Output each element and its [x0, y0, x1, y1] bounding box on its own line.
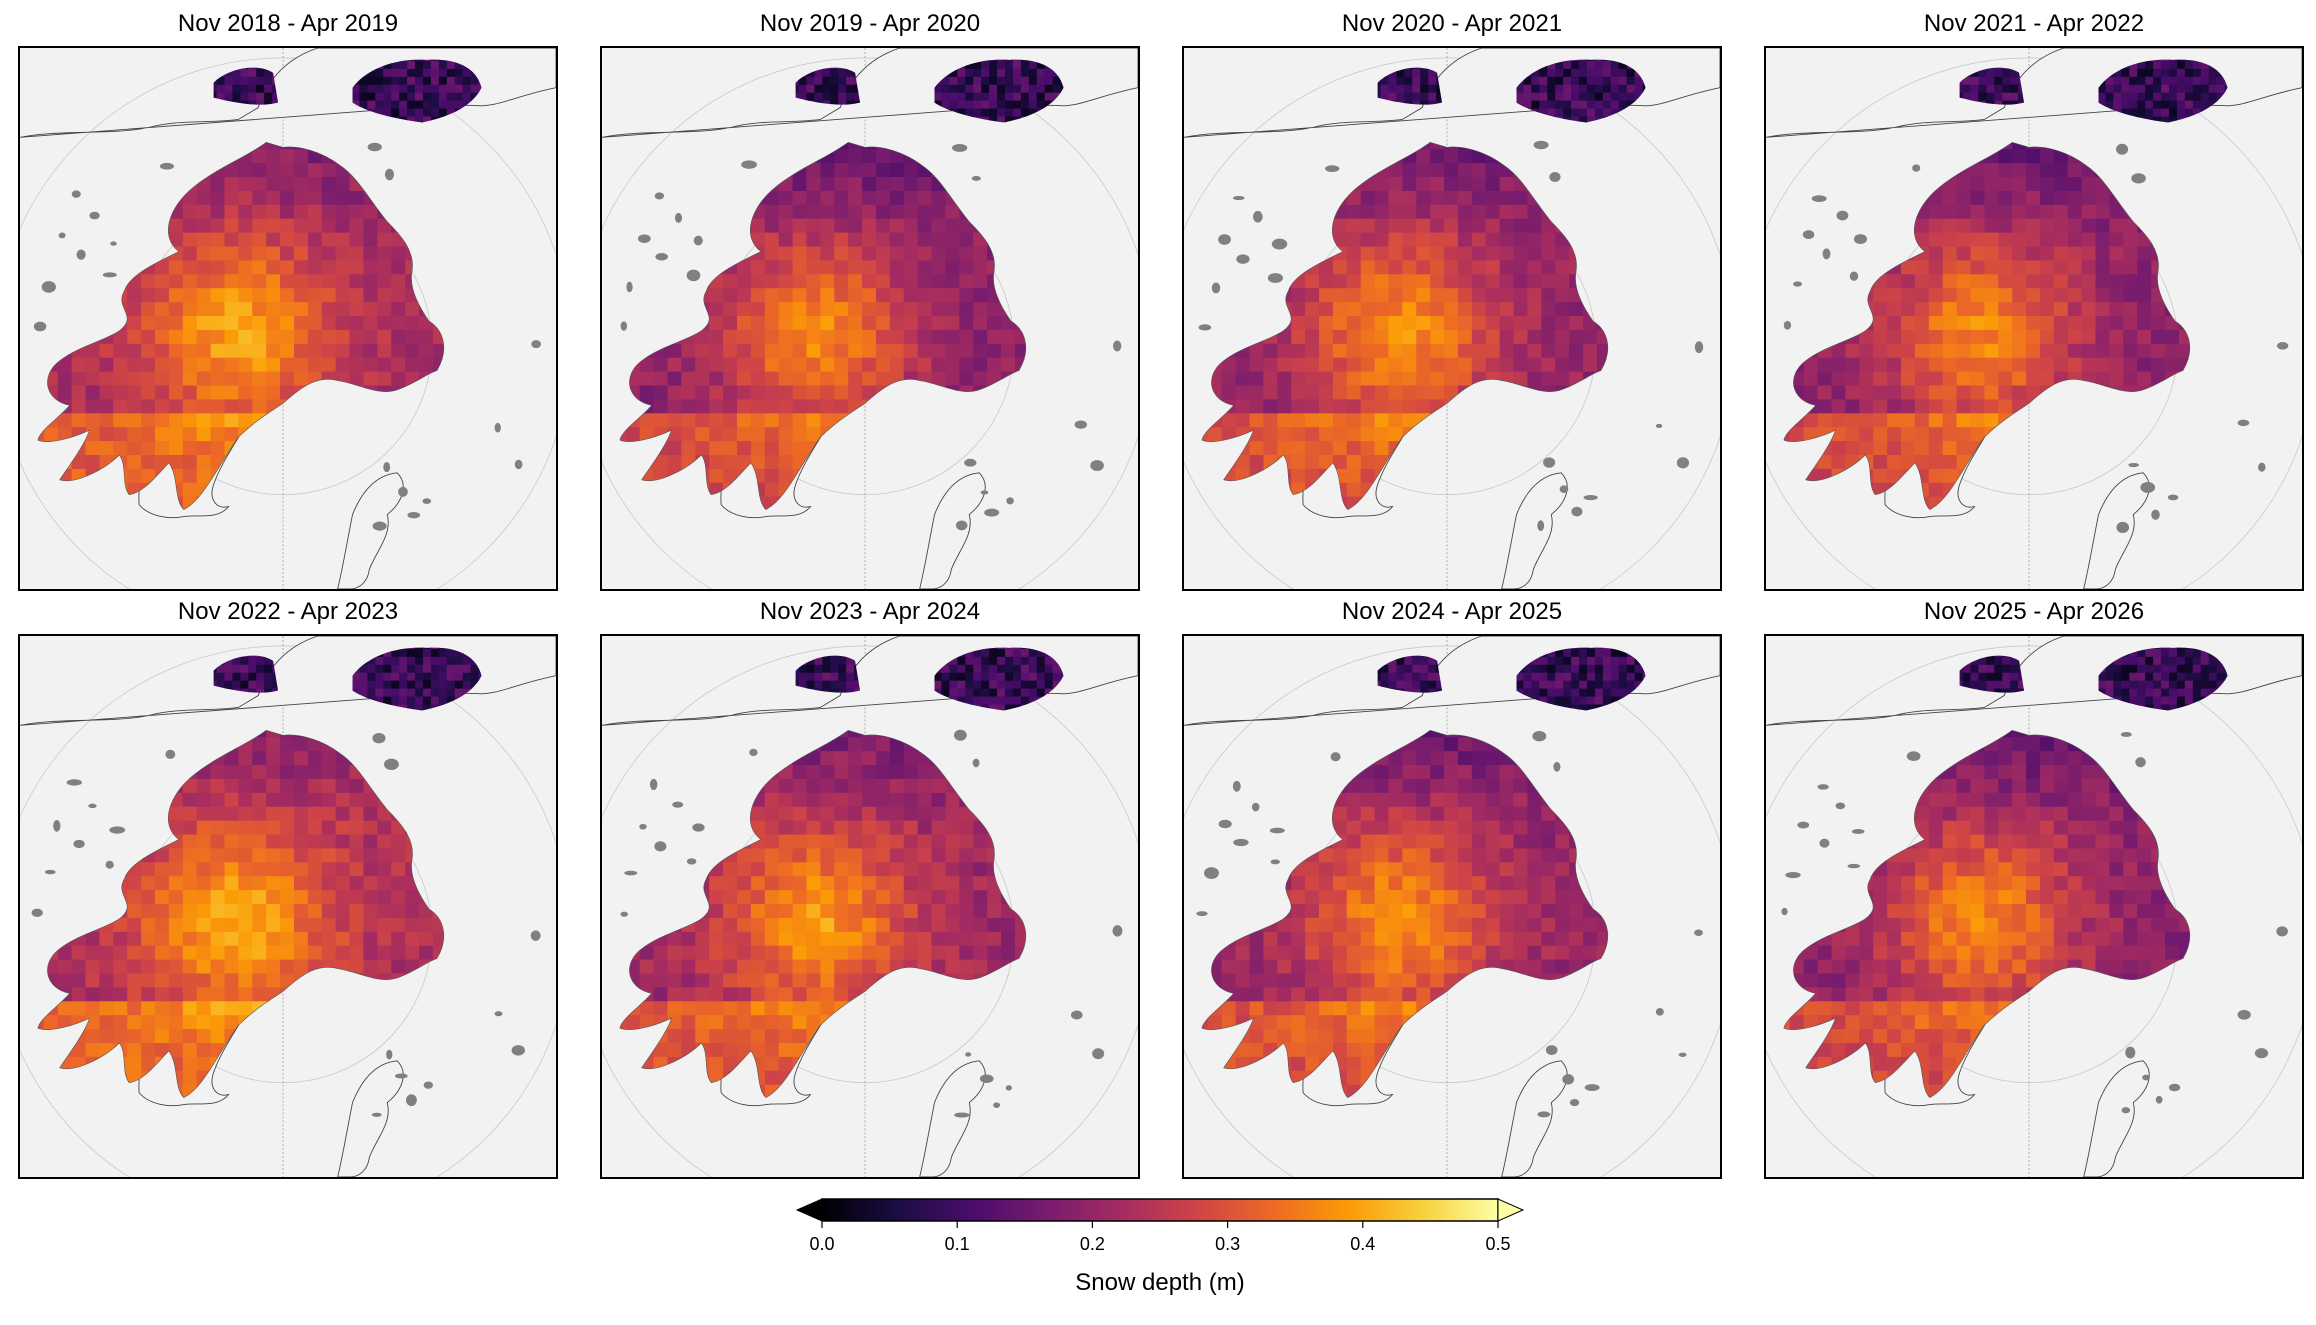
colorbar-tick-label: 0.3 [1215, 1234, 1240, 1254]
map-svg [20, 48, 556, 589]
map-panel: Nov 2024 - Apr 2025 [1182, 598, 1722, 1179]
map-frame [600, 634, 1140, 1179]
map-panel: Nov 2020 - Apr 2021 [1182, 10, 1722, 591]
panel-title: Nov 2019 - Apr 2020 [600, 10, 1140, 38]
map-svg [1184, 636, 1720, 1177]
map-frame [1182, 634, 1722, 1179]
map-svg [1766, 48, 2302, 589]
map-frame [1764, 634, 2304, 1179]
colorbar-label: Snow depth (m) [1075, 1269, 1244, 1296]
colorbar-gradient [822, 1199, 1498, 1221]
panel-title: Nov 2025 - Apr 2026 [1764, 598, 2304, 626]
colorbar-svg: 0.0 0.1 0.2 0.3 0.4 0.5 Snow depth (m) [795, 1190, 1525, 1320]
map-svg [20, 636, 556, 1177]
colorbar-extend-high [1498, 1199, 1523, 1221]
colorbar-tick-label: 0.5 [1485, 1234, 1510, 1254]
colorbar-tick-label: 0.1 [945, 1234, 970, 1254]
panel-title: Nov 2018 - Apr 2019 [18, 10, 558, 38]
colorbar-tick-label: 0.4 [1350, 1234, 1375, 1254]
map-svg [1184, 48, 1720, 589]
map-panel: Nov 2022 - Apr 2023 [18, 598, 558, 1179]
panel-title: Nov 2022 - Apr 2023 [18, 598, 558, 626]
map-frame [18, 634, 558, 1179]
colorbar-tick-label: 0.2 [1080, 1234, 1105, 1254]
map-frame [18, 46, 558, 591]
panel-title: Nov 2024 - Apr 2025 [1182, 598, 1722, 626]
map-panel: Nov 2021 - Apr 2022 [1764, 10, 2304, 591]
map-panel: Nov 2018 - Apr 2019 [18, 10, 558, 591]
map-panel: Nov 2025 - Apr 2026 [1764, 598, 2304, 1179]
panel-title: Nov 2021 - Apr 2022 [1764, 10, 2304, 38]
panel-title: Nov 2023 - Apr 2024 [600, 598, 1140, 626]
map-panel: Nov 2023 - Apr 2024 [600, 598, 1140, 1179]
panel-title: Nov 2020 - Apr 2021 [1182, 10, 1722, 38]
map-frame [1182, 46, 1722, 591]
map-svg [602, 48, 1138, 589]
map-svg [602, 636, 1138, 1177]
map-panel: Nov 2019 - Apr 2020 [600, 10, 1140, 591]
colorbar: 0.0 0.1 0.2 0.3 0.4 0.5 Snow depth (m) [795, 1190, 1525, 1320]
colorbar-tick-label: 0.0 [809, 1234, 834, 1254]
map-svg [1766, 636, 2302, 1177]
map-frame [600, 46, 1140, 591]
colorbar-extend-low [797, 1199, 822, 1221]
map-frame [1764, 46, 2304, 591]
